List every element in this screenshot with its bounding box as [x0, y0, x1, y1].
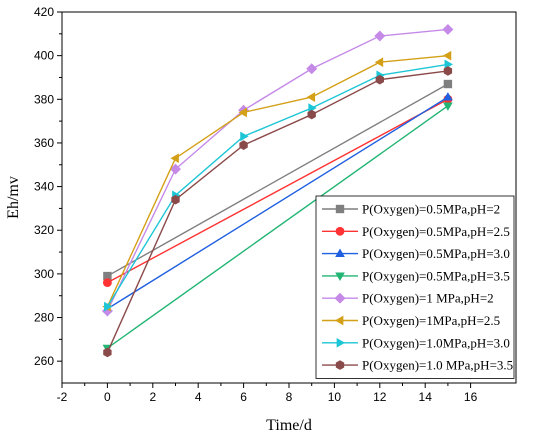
legend-swatch-marker [335, 204, 345, 214]
legend-item: P(Oxygen)=1.0MPa,pH=3.0 [322, 335, 510, 350]
y-tick-label: 260 [34, 354, 54, 368]
legend-label: P(Oxygen)=1MPa,pH=2.5 [362, 313, 500, 328]
legend-label: P(Oxygen)=1.0MPa,pH=3.0 [362, 335, 510, 350]
data-point [443, 92, 453, 101]
x-tick-label: -2 [57, 390, 68, 404]
x-tick-label: 0 [104, 390, 111, 404]
legend-swatch-marker [335, 248, 345, 257]
data-point [171, 194, 180, 205]
series-line [106, 70, 448, 353]
data-point [443, 79, 453, 89]
x-axis-title: Time/d [266, 417, 312, 434]
series-8 [103, 66, 453, 358]
series-line [106, 54, 448, 307]
y-tick-label: 400 [34, 49, 54, 63]
data-point [102, 278, 112, 288]
legend-item: P(Oxygen)=0.5MPa,pH=3.0 [322, 246, 510, 261]
series-line [106, 105, 449, 349]
legend-label: P(Oxygen)=0.5MPa,pH=3.5 [362, 268, 510, 283]
legend-label: P(Oxygen)=0.5MPa,pH=2.5 [362, 224, 510, 239]
x-tick-label: 2 [149, 390, 156, 404]
data-point [240, 131, 249, 142]
legend-swatch-marker [336, 337, 346, 348]
data-point [306, 92, 316, 102]
data-point [103, 347, 112, 358]
y-tick-label: 340 [34, 180, 54, 194]
x-tick-label: 10 [328, 390, 342, 404]
data-point [239, 140, 248, 150]
legend-swatch-marker [335, 360, 345, 370]
legend-swatch-marker [334, 315, 344, 326]
legend-item: P(Oxygen)=0.5MPa,pH=3.5 [322, 268, 510, 283]
x-axis: -2 0 2 4 6 8 10 12 14 16 [57, 383, 478, 404]
y-tick-label: 320 [34, 223, 54, 237]
legend-label: P(Oxygen)=1 MPa,pH=2 [362, 291, 494, 306]
legend: P(Oxygen)=0.5MPa,pH=2 P(Oxygen)=0.5MPa,pH… [315, 195, 515, 379]
series-line [107, 98, 449, 284]
legend-item: P(Oxygen)=0.5MPa,pH=2 [322, 202, 500, 217]
y-tick-label: 420 [34, 5, 54, 19]
x-tick-label: 12 [373, 390, 387, 404]
legend-box [315, 195, 515, 379]
data-point [308, 103, 317, 113]
data-point [444, 59, 453, 70]
data-point [374, 30, 386, 42]
data-point [375, 74, 384, 85]
series-line [107, 96, 449, 310]
legend-item: P(Oxygen)=1 MPa,pH=2 [322, 291, 494, 306]
y-axis-title: Eh/mv [5, 176, 22, 219]
legend-swatch-marker [334, 292, 346, 304]
data-point [170, 153, 179, 164]
series-line [106, 28, 448, 312]
series-layer [101, 23, 454, 358]
data-point [442, 50, 452, 61]
series-6 [102, 50, 452, 312]
legend-label: P(Oxygen)=0.5MPa,pH=2 [362, 202, 500, 217]
series-line [106, 63, 449, 307]
data-point [238, 107, 247, 118]
data-point [307, 109, 316, 120]
data-point [170, 163, 181, 175]
series-5 [101, 23, 454, 317]
legend-swatch-marker [335, 226, 345, 236]
x-tick-label: 16 [464, 390, 478, 404]
data-point [306, 63, 318, 75]
series-line [107, 83, 449, 277]
data-point [103, 271, 112, 281]
data-point [442, 23, 454, 35]
data-point [443, 102, 453, 111]
data-point [101, 305, 113, 317]
x-tick-label: 14 [419, 390, 433, 404]
legend-item: P(Oxygen)=0.5MPa,pH=2.5 [322, 224, 510, 239]
y-axis: 260 280 300 320 340 360 380 400 420 [34, 5, 62, 368]
legend-item: P(Oxygen)=1.0 MPa,pH=3.5 [322, 358, 513, 373]
legend-item: P(Oxygen)=1MPa,pH=2.5 [322, 313, 500, 328]
series-1 [103, 79, 453, 281]
legend-label: P(Oxygen)=0.5MPa,pH=3.0 [362, 246, 510, 261]
data-point [104, 301, 113, 312]
y-tick-label: 380 [34, 92, 54, 106]
legend-swatch-marker [335, 272, 345, 281]
x-tick-label: 8 [286, 390, 293, 404]
data-point [374, 57, 384, 68]
y-tick-label: 300 [34, 267, 54, 281]
y-tick-label: 360 [34, 136, 54, 150]
x-tick-label: 6 [240, 390, 247, 404]
data-point [443, 66, 453, 76]
y-tick-label: 280 [34, 311, 54, 325]
legend-label: P(Oxygen)=1.0 MPa,pH=3.5 [362, 358, 513, 373]
x-tick-label: 4 [195, 390, 202, 404]
